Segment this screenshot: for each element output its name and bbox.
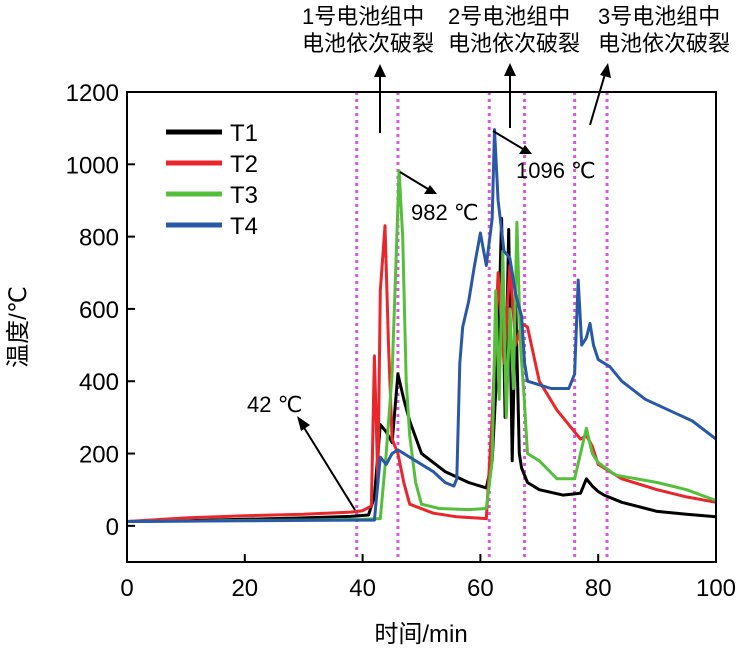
y-tick-label-600: 600: [79, 297, 119, 324]
annotation-pack3-arrow: [589, 73, 606, 126]
annotation-982c: 982 ℃: [411, 200, 479, 225]
annotation-42c: 42 ℃: [247, 392, 302, 417]
annotation-982c-arrow: [399, 171, 429, 190]
legend-label-t4: T4: [230, 213, 258, 240]
y-tick-label-200: 200: [79, 442, 119, 469]
annotations: 42 ℃ 982 ℃ 1096 ℃ 1号电池组中 电池依次破裂 2号电池组中 电…: [247, 4, 730, 511]
legend-label-t3: T3: [230, 182, 258, 209]
y-axis-title: 温度/℃: [5, 286, 32, 368]
x-tick-label-40: 40: [349, 575, 376, 602]
series-line-t3: [126, 169, 717, 523]
annotation-42c-arrow: [302, 425, 356, 511]
legend-label-t1: T1: [230, 120, 258, 147]
annotation-1096c-arrow: [492, 130, 524, 150]
annotation-pack1-arrowhead: [374, 64, 386, 77]
annotation-pack2-line1: 2号电池组中: [448, 4, 570, 29]
annotation-pack3-arrowhead: [600, 63, 611, 78]
annotation-1096c: 1096 ℃: [516, 158, 596, 183]
annotation-pack1-line2: 电池依次破裂: [302, 31, 434, 56]
plot-frame: [126, 91, 717, 563]
x-tick-label-60: 60: [467, 575, 494, 602]
y-tick-label-800: 800: [79, 225, 119, 252]
annotation-1096c-arrowhead: [519, 145, 532, 154]
annotation-42c-arrowhead: [297, 416, 310, 431]
x-tick-label-100: 100: [696, 575, 736, 602]
series-line-t4: [126, 128, 717, 523]
annotation-982c-arrowhead: [424, 185, 437, 194]
y-tick-label-400: 400: [79, 369, 119, 396]
x-tick-label-80: 80: [585, 575, 612, 602]
x-axis-title: 时间/min: [374, 621, 467, 648]
annotation-pack3-line1: 3号电池组中: [598, 4, 720, 29]
annotation-pack3-line2: 电池依次破裂: [598, 31, 730, 56]
y-tick-label-1200: 1200: [66, 80, 119, 107]
y-tick-label-1000: 1000: [66, 152, 119, 179]
annotation-pack2-line2: 电池依次破裂: [448, 31, 580, 56]
x-tick-label-0: 0: [120, 575, 133, 602]
annotation-pack1-line1: 1号电池组中: [302, 4, 424, 29]
x-tick-label-20: 20: [231, 575, 258, 602]
y-tick-label-0: 0: [106, 514, 119, 541]
series-lines: [126, 128, 717, 523]
legend-label-t2: T2: [230, 151, 258, 178]
annotation-pack2-arrowhead: [504, 63, 516, 76]
legend: T1 T2 T3 T4: [166, 120, 258, 240]
